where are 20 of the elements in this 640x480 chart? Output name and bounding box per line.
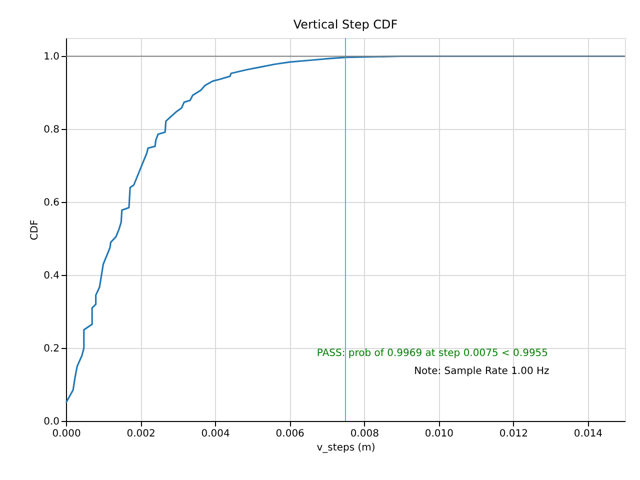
y-tick-label: 0.0 bbox=[44, 416, 60, 428]
x-tick-label: 0.004 bbox=[201, 428, 230, 440]
annotation: PASS: prob of 0.9969 at step 0.0075 < 0.9955 bbox=[316, 348, 548, 360]
y-tick-label: 0.8 bbox=[44, 124, 60, 136]
y-tick-label: 0.6 bbox=[44, 198, 60, 209]
x-tick-label: 0.000 bbox=[52, 428, 81, 440]
x-tick-label: 0.006 bbox=[276, 428, 304, 440]
y-tick-label: 1.0 bbox=[44, 52, 60, 63]
x-tick-label: 0.010 bbox=[424, 428, 454, 440]
x-tick-label: 0.002 bbox=[126, 428, 156, 440]
chart-title: Vertical Step CDF bbox=[293, 18, 398, 32]
x-tick-label: 0.014 bbox=[574, 428, 603, 440]
x-tick-label: 0.008 bbox=[350, 428, 379, 440]
y-axis-title: CDF bbox=[30, 220, 41, 240]
y-tick-label: 0.2 bbox=[44, 344, 60, 355]
line-series bbox=[65, 55, 626, 404]
y-tick-label: 0.4 bbox=[44, 270, 60, 282]
annotation: Note: Sample Rate 1.00 Hz bbox=[414, 366, 550, 378]
x-axis-title: v_steps (m) bbox=[316, 442, 376, 454]
x-tick-label: 0.012 bbox=[499, 428, 528, 440]
